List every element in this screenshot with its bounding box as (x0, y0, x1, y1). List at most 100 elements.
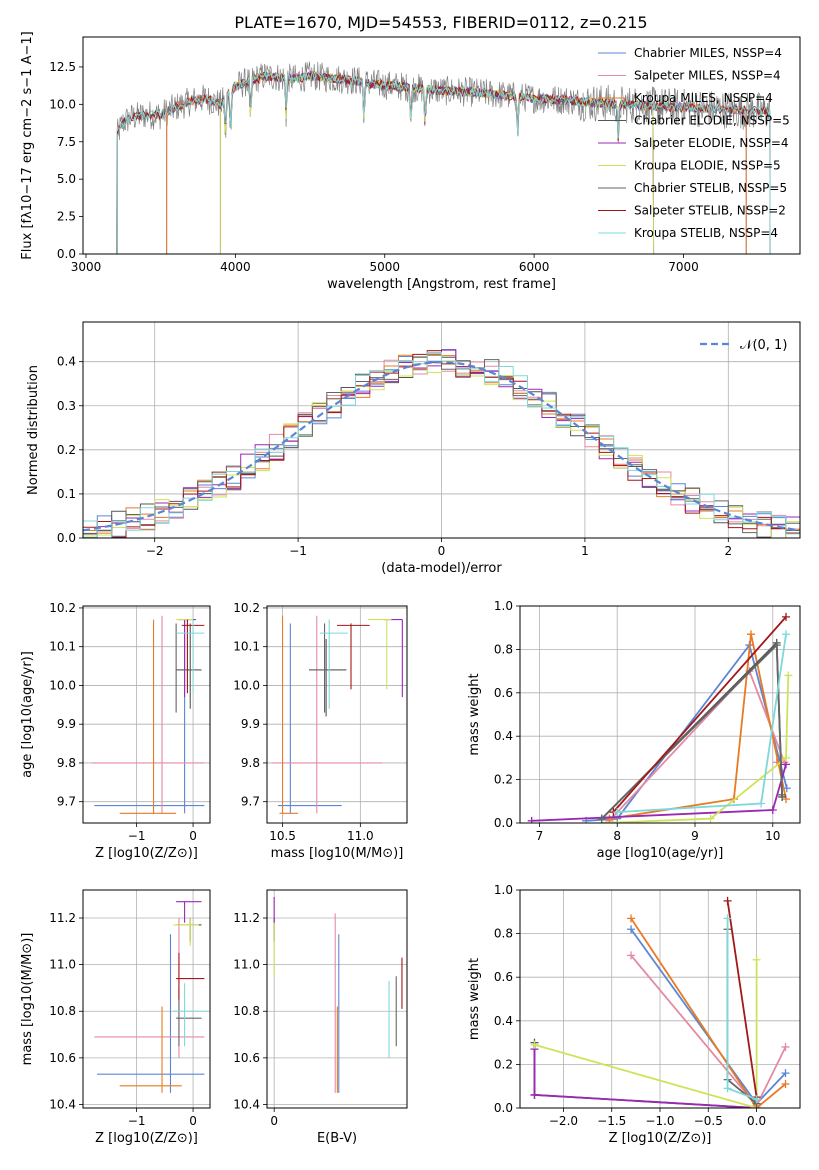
x-tick-label: 5000 (369, 260, 400, 274)
y-tick-label: 0.4 (494, 1014, 513, 1028)
y-tick-label: 10.2 (233, 601, 260, 615)
x-tick-label: 3000 (71, 260, 102, 274)
y-tick-label: 0.2 (494, 1057, 513, 1071)
legend-entry: Chabrier STELIB, NSSP=5 (634, 181, 787, 195)
y-tick-label: 0.6 (494, 970, 513, 984)
mass-vs-EBV-axes: 0 10.4 10.6 10.8 11.0 11.2 (233, 890, 407, 1128)
legend-entry: Kroupa STELIB, NSSP=4 (634, 226, 778, 240)
spectrum-axes: 3000 4000 5000 6000 7000 0.0 2.5 5.0 7.5 10.0 12.5 (49, 60, 698, 274)
y-tick-label: 10.8 (49, 1004, 76, 1018)
y-axis-label: Flux [fλ10−17 erg cm−2 s−1 A−1] (20, 31, 35, 259)
plus-marker (723, 896, 732, 905)
x-tick-label: −2 (146, 544, 164, 558)
y-tick-label: 9.7 (241, 795, 260, 809)
y-axis-label: mass weight (467, 673, 482, 755)
legend-entry: Salpeter MILES, NSSP=4 (634, 69, 781, 83)
plus-marker (752, 955, 761, 964)
massweight-vs-age-axes: 7 8 9 10 0.0 0.2 0.4 0.6 0.8 1.0 (494, 599, 800, 843)
y-tick-label: 0.0 (494, 1101, 513, 1115)
x-tick-label: 10.5 (269, 829, 296, 843)
x-axis-label: age [log10(age/yr)] (597, 846, 724, 861)
x-tick-label: −0.5 (694, 1114, 723, 1128)
mass-vs-Z-frame (82, 889, 211, 1109)
x-tick-label: 0 (270, 1114, 278, 1128)
legend-entry: Kroupa MILES, NSSP=4 (634, 91, 773, 105)
x-axis-label: wavelength [Angstrom, rest frame] (327, 277, 556, 292)
y-axis-label: Normed distribution (26, 365, 41, 495)
mass-weight-line (608, 669, 786, 822)
massweight-vs-age-frame (519, 605, 801, 824)
y-axis-label: mass [log10(M/M⊙)] (20, 933, 35, 1066)
x-tick-label: −1 (128, 829, 146, 843)
age-vs-mass-frame (266, 605, 408, 824)
legend-entry: 𝒩(0, 1) (740, 338, 787, 353)
mass-weight-line (531, 764, 787, 822)
mass-vs-EBV-plot (273, 896, 403, 1093)
plus-marker (772, 641, 781, 650)
y-tick-label: 10.2 (49, 601, 76, 615)
figure-title: PLATE=1670, MJD=54553, FIBERID=0112, z=0… (234, 13, 647, 32)
y-tick-label: 9.8 (241, 756, 260, 770)
mass-vs-Z-plot (94, 901, 208, 1093)
plus-marker (723, 914, 732, 923)
x-tick-label: 0.0 (747, 1114, 766, 1128)
x-tick-label: 0 (438, 544, 446, 558)
x-tick-label: 4000 (220, 260, 251, 274)
y-tick-label: 10.6 (233, 1051, 260, 1065)
y-tick-label: 11.0 (49, 958, 76, 972)
x-tick-label: 9 (691, 829, 699, 843)
age-vs-mass-axes: 10.5 11.0 9.7 9.8 9.9 10.0 10.1 10.2 (233, 601, 407, 843)
x-tick-label: −1.0 (645, 1114, 674, 1128)
plus-marker (752, 1095, 761, 1104)
x-axis-label: Z [log10(Z/Z⊙)] (95, 1131, 198, 1146)
y-tick-label: 9.8 (57, 756, 76, 770)
plus-marker (530, 1090, 539, 1099)
x-tick-label: 6000 (519, 260, 550, 274)
model-spectrum-line (116, 70, 771, 254)
y-tick-label: 10.0 (49, 97, 76, 111)
y-tick-label: 0.3 (57, 399, 76, 413)
x-axis-label: mass [log10(M/M⊙)] (271, 846, 404, 861)
y-tick-label: 5.0 (57, 172, 76, 186)
model-spectrum-line (116, 71, 771, 254)
mass-vs-Z-axes: −1 0 10.4 10.6 10.8 11.0 11.2 (49, 890, 210, 1128)
y-tick-label: 0.4 (494, 729, 513, 743)
legend-entry: Salpeter STELIB, NSSP=2 (634, 204, 786, 218)
x-tick-label: 8 (613, 829, 621, 843)
age-vs-mass-plot (271, 615, 403, 814)
model-spectrum-line (116, 71, 771, 254)
age-vs-Z-axes: −1 0 9.7 9.8 9.9 10.0 10.1 10.2 (49, 601, 210, 843)
plus-marker (782, 630, 790, 639)
y-tick-label: 7.5 (57, 135, 76, 149)
y-tick-label: 1.0 (494, 883, 513, 897)
plus-marker (784, 671, 793, 680)
x-tick-label: 7 (536, 829, 544, 843)
y-tick-label: 10.4 (233, 1098, 260, 1112)
y-tick-label: 10.8 (233, 1004, 260, 1018)
y-tick-label: 0.0 (57, 247, 76, 261)
x-axis-label: Z [log10(Z/Z⊙)] (609, 1131, 712, 1146)
legend-entry: Salpeter ELODIE, NSSP=4 (634, 136, 789, 150)
histogram-step-line (83, 351, 800, 538)
y-tick-label: 0.2 (57, 443, 76, 457)
x-axis-label: (data-model)/error (381, 561, 502, 576)
y-tick-label: 11.2 (49, 911, 76, 925)
plus-marker (781, 1080, 790, 1089)
y-tick-label: 9.7 (57, 795, 76, 809)
x-axis-label: E(B-V) (317, 1131, 357, 1146)
mass-weight-line (630, 917, 787, 1108)
massweight-vs-Z-axes: −2.0 −1.5 −1.0 −0.5 0.0 0.0 0.2 0.4 0.6 0.8 1.0 (494, 883, 800, 1128)
y-tick-label: 0.2 (494, 773, 513, 787)
y-tick-label: 10.6 (49, 1051, 76, 1065)
plus-marker (706, 814, 715, 823)
mass-weight-line (601, 675, 790, 823)
x-tick-label: −2.0 (549, 1114, 578, 1128)
x-axis-label: Z [log10(Z/Z⊙)] (95, 846, 198, 861)
y-tick-label: 9.9 (241, 717, 260, 731)
normal-curve (83, 361, 800, 532)
massweight-vs-Z-frame (519, 889, 801, 1109)
x-tick-label: 10 (765, 829, 780, 843)
plus-marker (530, 1040, 539, 1049)
mass-weight-line (726, 900, 758, 1098)
plus-marker (723, 1084, 732, 1093)
